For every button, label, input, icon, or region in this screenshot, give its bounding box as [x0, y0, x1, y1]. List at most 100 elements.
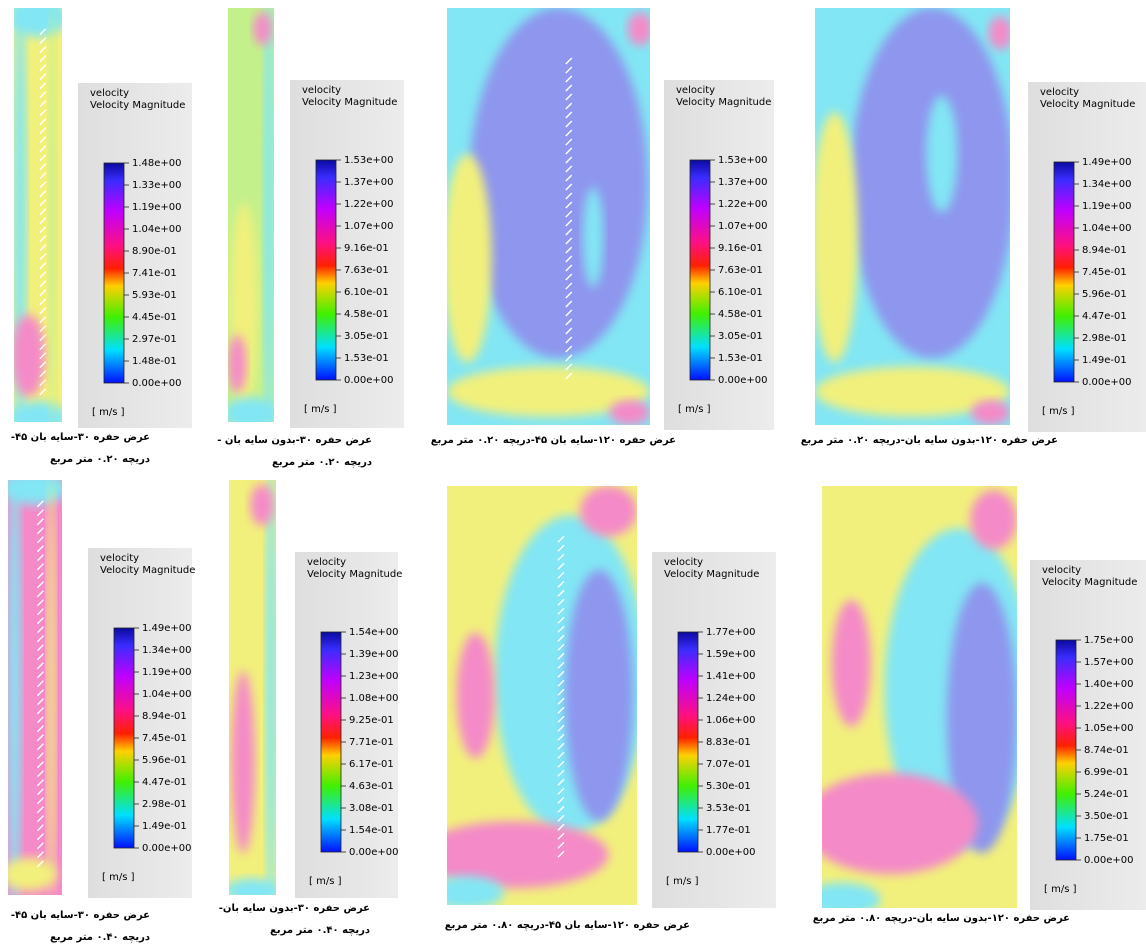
shade-louver [36, 671, 44, 679]
panel-caption: عرض حفره ۱۲۰-بدون سایه بان-دریچه ۰.۸۰ مت… [812, 913, 1070, 924]
legend-subtitle: Velocity Magnitude [90, 100, 185, 111]
colorbar-tick-label: 2.98e-01 [1082, 333, 1127, 344]
colorbar-tick-label: 1.41e+00 [706, 671, 756, 682]
contour-region [971, 399, 1010, 425]
shade-louver [36, 707, 44, 715]
contour-region [447, 366, 650, 417]
shade-louver [36, 716, 44, 724]
shade-louver [39, 244, 47, 252]
contour-region [627, 12, 650, 46]
colorbar-tick-label: 1.05e+00 [1084, 723, 1134, 734]
colorbar-tick-label: 0.00e+00 [1084, 855, 1134, 866]
shade-louver [36, 653, 44, 661]
shade-louver [557, 850, 565, 858]
legend-title: velocity [307, 557, 346, 568]
contour-region [14, 8, 62, 37]
colorbar-tick-label: 1.22e+00 [1084, 701, 1134, 712]
shade-louver [39, 388, 47, 396]
shade-louver [39, 46, 47, 54]
shade-louver [39, 352, 47, 360]
colorbar-tick-label: 9.16e-01 [718, 243, 763, 254]
legend-subtitle: Velocity Magnitude [100, 565, 195, 576]
contour-region [815, 366, 1010, 417]
shade-louver [39, 343, 47, 351]
colorbar-tick-label: 7.45e-01 [1082, 267, 1127, 278]
colorbar-tick-label: 1.53e-01 [344, 353, 389, 364]
shade-louver [36, 581, 44, 589]
contour-region [580, 486, 637, 537]
panel-caption: عرض حفره ۳۰-بدون سایه بان - [217, 435, 372, 446]
shade-louver [36, 518, 44, 526]
shade-louver [557, 544, 565, 552]
legend-unit: [ m/s ] [309, 876, 342, 887]
shade-louver [39, 325, 47, 333]
shade-louver [557, 733, 565, 741]
shade-louver [36, 572, 44, 580]
panel-caption: عرض حفره ۳۰-سایه بان ۴۵- [10, 432, 150, 443]
shade-louver [565, 93, 573, 101]
shade-louver [557, 796, 565, 804]
shade-louver [36, 842, 44, 850]
shade-louver [565, 165, 573, 173]
colorbar-tick-label: 1.23e+00 [349, 671, 399, 682]
shade-louver [36, 806, 44, 814]
legend-unit: [ m/s ] [678, 404, 711, 415]
colorbar-tick-label: 1.49e-01 [1082, 355, 1127, 366]
contour-plot [822, 486, 1017, 908]
shade-louver [565, 57, 573, 65]
legend-title: velocity [1040, 87, 1079, 98]
shade-louver [36, 761, 44, 769]
shade-louver [39, 370, 47, 378]
shade-louver [36, 590, 44, 598]
shade-louver [565, 156, 573, 164]
shade-louver [39, 136, 47, 144]
contour-plot [447, 486, 637, 905]
colorbar [677, 631, 699, 853]
shade-louver [557, 643, 565, 651]
contour-region [8, 480, 62, 505]
colorbar-tick-label: 3.05e-01 [344, 331, 389, 342]
contour-region [265, 480, 276, 895]
shade-louver [36, 644, 44, 652]
colorbar-tick-label: 1.19e+00 [142, 667, 192, 678]
shade-louver [36, 617, 44, 625]
shade-louver [557, 679, 565, 687]
colorbar-tick-label: 6.10e-01 [344, 287, 389, 298]
contour-region [822, 882, 881, 908]
legend-subtitle: Velocity Magnitude [307, 569, 402, 580]
colorbar-tick-label: 1.04e+00 [1082, 223, 1132, 234]
colorbar-tick-label: 6.17e-01 [349, 759, 394, 770]
colorbar-tick-label: 1.75e-01 [1084, 833, 1129, 844]
shade-louver [36, 536, 44, 544]
shade-louver [36, 779, 44, 787]
shade-louver [557, 706, 565, 714]
shade-louver [557, 580, 565, 588]
shade-louver [565, 66, 573, 74]
colorbar-tick-label: 0.00e+00 [132, 378, 182, 389]
shade-louver [39, 298, 47, 306]
colorbar-tick-label: 1.48e+00 [132, 158, 182, 169]
colorbar-tick-label: 0.00e+00 [349, 847, 399, 858]
contour-region [946, 583, 1017, 854]
shade-louver [565, 363, 573, 371]
shade-louver [557, 769, 565, 777]
colorbar-tick-label: 5.96e-01 [1082, 289, 1127, 300]
legend-subtitle: Velocity Magnitude [664, 569, 759, 580]
colorbar-tick-label: 1.54e+00 [349, 627, 399, 638]
shade-louver [39, 307, 47, 315]
colorbar-tick-label: 3.50e-01 [1084, 811, 1129, 822]
shade-louver [36, 599, 44, 607]
shade-louver [36, 626, 44, 634]
shade-louver [557, 598, 565, 606]
contour-region [447, 821, 609, 889]
colorbar-tick-label: 8.83e-01 [706, 737, 751, 748]
contour-region [229, 878, 276, 895]
shade-louver [36, 662, 44, 670]
shade-louver [36, 788, 44, 796]
colorbar-tick-label: 4.63e-01 [349, 781, 394, 792]
